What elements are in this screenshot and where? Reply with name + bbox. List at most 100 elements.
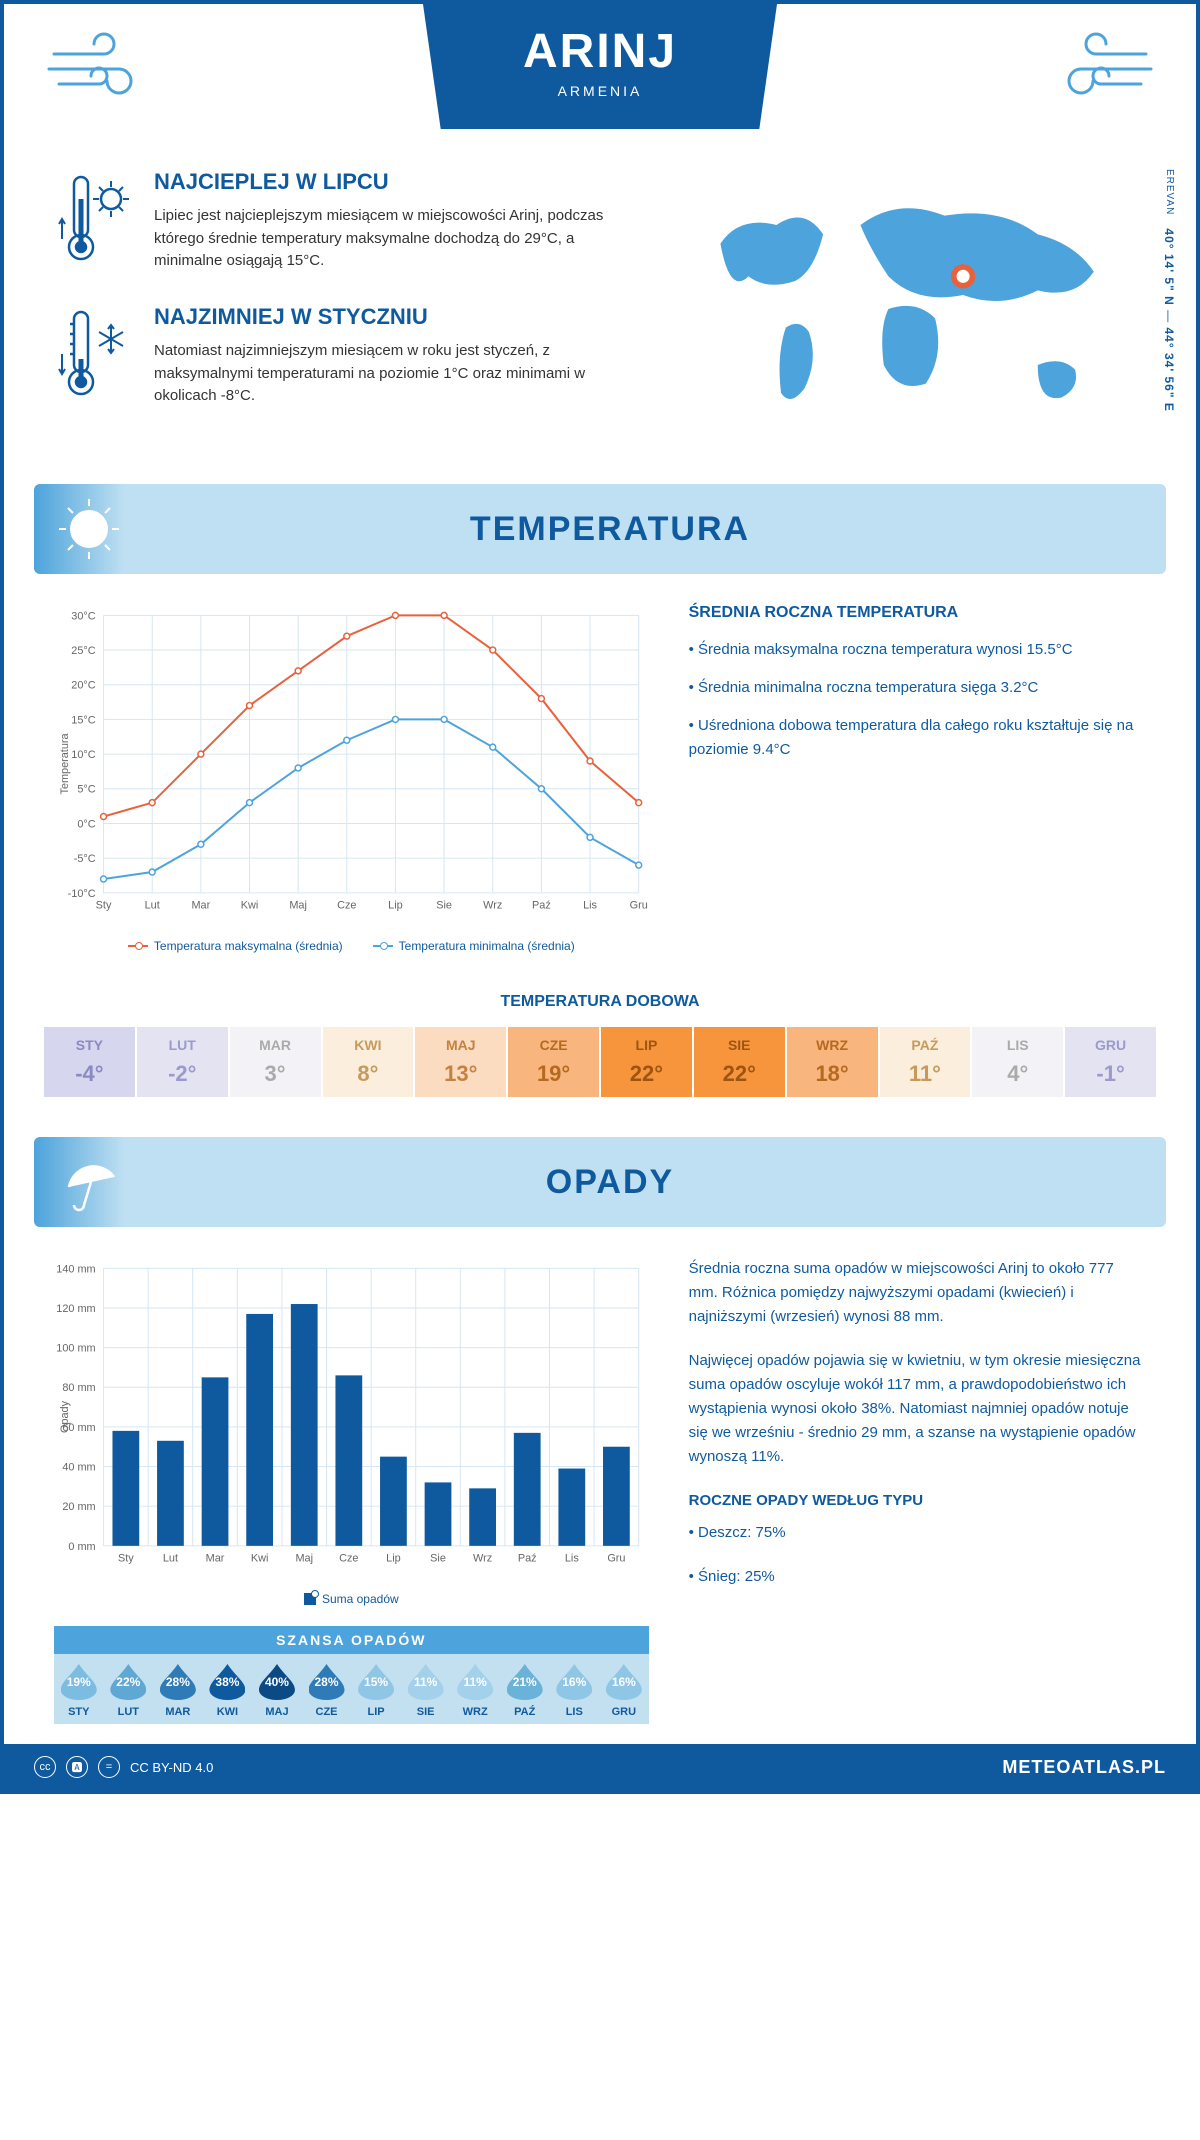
chance-cell: 38%KWI <box>203 1664 253 1718</box>
svg-text:30°C: 30°C <box>71 610 95 622</box>
avg-temp-bullet: • Uśredniona dobowa temperatura dla całe… <box>689 714 1146 762</box>
country-subtitle: ARMENIA <box>523 83 677 99</box>
svg-text:0°C: 0°C <box>77 818 95 830</box>
chance-cell: 21%PAŹ <box>500 1664 550 1718</box>
svg-text:Cze: Cze <box>339 1553 358 1565</box>
precip-paragraph: Najwięcej opadów pojawia się w kwietniu,… <box>689 1349 1146 1469</box>
svg-text:Temperatura: Temperatura <box>59 732 71 794</box>
avg-temp-bullet: • Średnia maksymalna roczna temperatura … <box>689 638 1146 662</box>
daily-temp-cell: CZE19° <box>508 1027 599 1097</box>
chance-title: SZANSA OPADÓW <box>54 1626 649 1654</box>
temperature-info: ŚREDNIA ROCZNA TEMPERATURA • Średnia mak… <box>689 604 1146 953</box>
chance-cell: 28%CZE <box>302 1664 352 1718</box>
site-name: METEOATLAS.PL <box>1002 1757 1166 1778</box>
precip-chart-legend: Suma opadów <box>54 1592 649 1606</box>
svg-text:Paź: Paź <box>532 900 551 912</box>
svg-text:Lip: Lip <box>388 900 403 912</box>
daily-temp-cell: LIS4° <box>972 1027 1063 1097</box>
temperature-line-chart: -10°C-5°C0°C5°C10°C15°C20°C25°C30°CStyLu… <box>54 604 649 953</box>
svg-text:80 mm: 80 mm <box>62 1382 95 1394</box>
coldest-block: NAJZIMNIEJ W STYCZNIU Natomiast najzimni… <box>54 304 628 409</box>
temperature-section-header: TEMPERATURA <box>34 484 1166 574</box>
svg-text:Maj: Maj <box>289 900 307 912</box>
svg-text:Lut: Lut <box>145 900 160 912</box>
chance-cell: 28%MAR <box>153 1664 203 1718</box>
chance-cell: 15%LIP <box>351 1664 401 1718</box>
svg-text:Kwi: Kwi <box>251 1553 269 1565</box>
daily-temp-cell: STY-4° <box>44 1027 135 1097</box>
thermometer-hot-icon <box>54 169 134 274</box>
chance-cell: 19%STY <box>54 1664 104 1718</box>
daily-temp-cell: MAJ13° <box>415 1027 506 1097</box>
svg-text:10°C: 10°C <box>71 749 95 761</box>
svg-text:Sie: Sie <box>430 1553 446 1565</box>
svg-text:Paź: Paź <box>518 1553 537 1565</box>
svg-text:20 mm: 20 mm <box>62 1501 95 1513</box>
daily-temp-cell: LUT-2° <box>137 1027 228 1097</box>
title-banner: ARINJ ARMENIA <box>423 4 777 129</box>
nd-icon: = <box>98 1756 120 1778</box>
svg-text:15°C: 15°C <box>71 714 95 726</box>
precip-paragraph: Średnia roczna suma opadów w miejscowośc… <box>689 1257 1146 1329</box>
header: ARINJ ARMENIA <box>4 4 1196 129</box>
daily-temp-cell: GRU-1° <box>1065 1027 1156 1097</box>
footer: cc 🅰 = CC BY-ND 4.0 METEOATLAS.PL <box>4 1744 1196 1790</box>
daily-temp-cell: KWI8° <box>323 1027 414 1097</box>
daily-temp-title: TEMPERATURA DOBOWA <box>4 993 1196 1011</box>
svg-text:-10°C: -10°C <box>68 888 96 900</box>
svg-text:120 mm: 120 mm <box>56 1303 95 1315</box>
precip-title: OPADY <box>54 1163 1166 1202</box>
coldest-title: NAJZIMNIEJ W STYCZNIU <box>154 304 628 330</box>
chance-cell: 22%LUT <box>104 1664 154 1718</box>
daily-temp-cell: SIE22° <box>694 1027 785 1097</box>
daily-temp-grid: STY-4°LUT-2°MAR3°KWI8°MAJ13°CZE19°LIP22°… <box>44 1027 1156 1097</box>
svg-text:Opady: Opady <box>59 1400 71 1433</box>
svg-text:Cze: Cze <box>337 900 356 912</box>
svg-text:Sty: Sty <box>96 900 112 912</box>
temperature-title: TEMPERATURA <box>54 510 1166 549</box>
precip-section-header: OPADY <box>34 1137 1166 1227</box>
svg-text:Maj: Maj <box>295 1553 313 1565</box>
precip-type-bullet: • Śnieg: 25% <box>689 1565 1146 1589</box>
coordinates: EREVAN 40° 14' 5" N — 44° 34' 56" E <box>1162 169 1176 412</box>
warmest-text: Lipiec jest najcieplejszym miesiącem w m… <box>154 205 628 273</box>
chance-cell: 16%LIS <box>550 1664 600 1718</box>
daily-temp-cell: WRZ18° <box>787 1027 878 1097</box>
chance-cell: 11%WRZ <box>450 1664 500 1718</box>
warmest-block: NAJCIEPLEJ W LIPCU Lipiec jest najcieple… <box>54 169 628 274</box>
chance-cell: 16%GRU <box>599 1664 649 1718</box>
daily-temp-cell: PAŹ11° <box>880 1027 971 1097</box>
precip-bar-chart: 0 mm20 mm40 mm60 mm80 mm100 mm120 mm140 … <box>54 1257 649 1606</box>
svg-text:Gru: Gru <box>630 900 648 912</box>
svg-text:25°C: 25°C <box>71 645 95 657</box>
precip-chance-bar: SZANSA OPADÓW 19%STY22%LUT28%MAR38%KWI40… <box>54 1626 649 1724</box>
daily-temp-cell: MAR3° <box>230 1027 321 1097</box>
world-map <box>668 169 1146 454</box>
daily-temp-cell: LIP22° <box>601 1027 692 1097</box>
intro-section: NAJCIEPLEJ W LIPCU Lipiec jest najcieple… <box>4 129 1196 484</box>
wind-icon-right <box>1036 24 1156 109</box>
svg-text:Lis: Lis <box>583 900 597 912</box>
svg-text:Kwi: Kwi <box>241 900 259 912</box>
svg-text:Mar: Mar <box>206 1553 225 1565</box>
avg-temp-bullet: • Średnia minimalna roczna temperatura s… <box>689 676 1146 700</box>
svg-text:5°C: 5°C <box>77 784 95 796</box>
precip-info: Średnia roczna suma opadów w miejscowośc… <box>689 1257 1146 1724</box>
svg-text:Mar: Mar <box>191 900 210 912</box>
warmest-title: NAJCIEPLEJ W LIPCU <box>154 169 628 195</box>
city-title: ARINJ <box>523 24 677 79</box>
wind-icon-left <box>44 24 164 109</box>
svg-text:Wrz: Wrz <box>483 900 502 912</box>
svg-text:Gru: Gru <box>607 1553 625 1565</box>
svg-text:100 mm: 100 mm <box>56 1343 95 1355</box>
svg-text:Sie: Sie <box>436 900 452 912</box>
precip-type-bullet: • Deszcz: 75% <box>689 1521 1146 1545</box>
coldest-text: Natomiast najzimniejszym miesiącem w rok… <box>154 340 628 408</box>
avg-temp-title: ŚREDNIA ROCZNA TEMPERATURA <box>689 604 1146 622</box>
thermometer-cold-icon <box>54 304 134 409</box>
by-icon: 🅰 <box>66 1756 88 1778</box>
license-text: CC BY-ND 4.0 <box>130 1760 213 1775</box>
precip-type-title: ROCZNE OPADY WEDŁUG TYPU <box>689 1489 1146 1513</box>
svg-text:20°C: 20°C <box>71 680 95 692</box>
svg-text:Sty: Sty <box>118 1553 134 1565</box>
